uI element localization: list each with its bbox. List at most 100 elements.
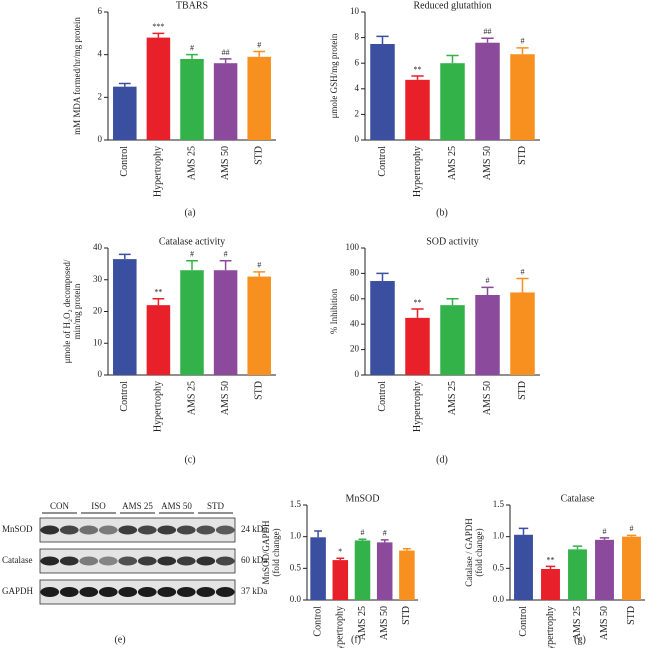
bar	[180, 270, 204, 375]
blot-group-label: ISO	[91, 501, 106, 511]
significance-marker: #	[603, 527, 607, 536]
x-tick-label: Hypertrophy	[412, 146, 423, 197]
y-tick-label: 0.0	[493, 594, 505, 604]
error-bar	[380, 539, 389, 543]
chart-title: SOD activity	[426, 236, 479, 247]
bar	[180, 58, 204, 140]
blot-band	[157, 525, 177, 535]
x-tick-label: Control	[312, 606, 323, 637]
y-tick-label: 2	[98, 91, 103, 101]
x-tick-label: AMS 25	[357, 606, 368, 640]
y-tick-label: 80	[350, 267, 360, 277]
bar	[354, 540, 371, 600]
x-tick-label: AMS 25	[447, 381, 458, 415]
y-tick-label: 0.0	[290, 594, 302, 604]
error-bar	[446, 298, 459, 306]
blot-size-label: 60 kDa	[241, 555, 267, 565]
blot-band	[176, 587, 196, 597]
bar	[113, 259, 137, 375]
blot-band	[176, 525, 196, 535]
chart-title: Catalase activity	[159, 236, 225, 247]
x-tick-label: Hypertrophy	[153, 146, 164, 197]
bar	[332, 560, 349, 600]
x-tick-label: AMS 50	[482, 381, 493, 415]
error-bar	[599, 537, 610, 540]
blot-protein-label: Catalase	[2, 555, 33, 565]
y-tick-label: 40	[350, 318, 360, 328]
y-tick-label: 0	[355, 369, 360, 379]
y-axis-label: μmole GSH/mg protein	[329, 33, 339, 118]
y-tick-label: 0	[98, 134, 103, 144]
blot-group-label: STD	[207, 501, 225, 511]
error-bar	[253, 271, 266, 277]
error-bar	[152, 298, 165, 306]
panel-label: (a)	[184, 207, 195, 218]
significance-marker: #	[521, 37, 525, 46]
bar	[568, 549, 587, 600]
error-bar	[481, 37, 494, 43]
significance-marker: #	[190, 250, 194, 259]
y-tick-label: 8	[355, 32, 360, 42]
error-bar	[186, 259, 198, 271]
blot-band	[176, 556, 196, 566]
blot-band	[59, 587, 79, 597]
bar	[399, 550, 415, 600]
bar	[440, 305, 465, 375]
error-bar	[219, 259, 232, 271]
y-tick-label: 60	[350, 293, 360, 303]
error-bar	[376, 272, 389, 282]
error-bar	[411, 75, 424, 80]
significance-marker: **	[154, 288, 162, 297]
panel-label: (g)	[574, 634, 586, 645]
x-tick-label: STD	[253, 146, 264, 165]
bar	[475, 42, 500, 140]
panel-label: (e)	[114, 634, 125, 645]
blot-band	[59, 556, 79, 566]
y-tick-label: 1.0	[493, 531, 505, 541]
x-tick-label: AMS 50	[379, 606, 390, 640]
x-tick-label: Hypertrophy	[545, 606, 556, 648]
x-tick-label: AMS 50	[220, 146, 231, 180]
blot-band	[40, 556, 60, 566]
blot-band	[79, 525, 99, 535]
blot-group-label: AMS 25	[122, 501, 153, 511]
y-tick-label: 30	[93, 274, 103, 284]
error-bar	[545, 565, 556, 569]
x-tick-label: Hypertrophy	[153, 381, 164, 432]
blot-band	[196, 587, 216, 597]
y-tick-label: 2	[355, 108, 360, 118]
x-tick-label: Control	[119, 381, 130, 412]
bar	[113, 86, 137, 140]
error-bar	[118, 82, 131, 87]
y-tick-label: 100	[346, 242, 360, 252]
chart-title: Catalase	[561, 493, 595, 504]
bar	[370, 44, 395, 140]
bar	[541, 568, 560, 600]
y-axis-label: Catalase / GAPDH	[464, 518, 474, 587]
blot-band	[79, 587, 99, 597]
blot-band	[98, 556, 118, 566]
x-tick-label: AMS 25	[186, 381, 197, 415]
chart-title: Reduced glutathion	[413, 0, 491, 11]
error-bar	[518, 527, 529, 535]
error-bar	[152, 32, 165, 38]
y-tick-label: 0	[355, 134, 360, 144]
blot-band	[40, 525, 60, 535]
blot-band	[59, 525, 79, 535]
blot-band	[98, 587, 118, 597]
blot-band	[118, 556, 138, 566]
bar	[376, 542, 393, 600]
error-bar	[118, 253, 131, 260]
x-tick-label: STD	[517, 146, 528, 165]
blot-band	[137, 525, 157, 535]
error-bar	[446, 54, 459, 64]
blot-band	[196, 525, 216, 535]
blot-size-label: 37 kDa	[241, 586, 267, 596]
blot-band	[157, 587, 177, 597]
error-bar	[626, 534, 637, 537]
y-tick-label: 20	[93, 306, 103, 316]
error-bar	[186, 53, 198, 59]
blot-band	[118, 525, 138, 535]
bar	[247, 56, 271, 140]
